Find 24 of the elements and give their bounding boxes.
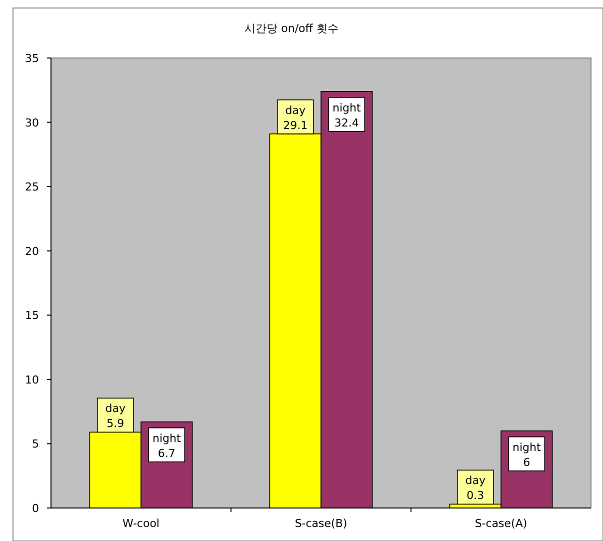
text: day xyxy=(465,474,486,488)
y-tick-label: 10 xyxy=(25,373,39,386)
data-label: 29.1 xyxy=(283,118,308,132)
series-label: day xyxy=(285,104,306,117)
series-label: night xyxy=(152,432,182,445)
chart-title: 시간당 on/off 횟수 xyxy=(244,22,338,35)
y-tick-label: 35 xyxy=(25,52,39,65)
x-tick-label: S-case(A) xyxy=(474,517,528,530)
x-tick-label: W-cool xyxy=(122,517,160,530)
data-label: 6.7 xyxy=(158,446,176,460)
text: day xyxy=(105,402,126,416)
data-label: 32.4 xyxy=(334,116,359,130)
x-tick-label: S-case(B) xyxy=(294,517,348,530)
y-tick-label: 0 xyxy=(32,502,39,515)
y-tick-label: 20 xyxy=(25,244,39,258)
data-label: 0.3 xyxy=(466,489,484,502)
y-tick-label: 30 xyxy=(25,116,39,130)
data-label: 5.9 xyxy=(106,417,124,430)
text: night xyxy=(332,101,361,114)
y-tick-label: 5 xyxy=(32,438,39,451)
y-tick-label: 15 xyxy=(25,309,39,322)
data-label: 6 xyxy=(523,456,530,469)
y-tick-label: 25 xyxy=(25,180,39,194)
text: night xyxy=(512,440,541,454)
